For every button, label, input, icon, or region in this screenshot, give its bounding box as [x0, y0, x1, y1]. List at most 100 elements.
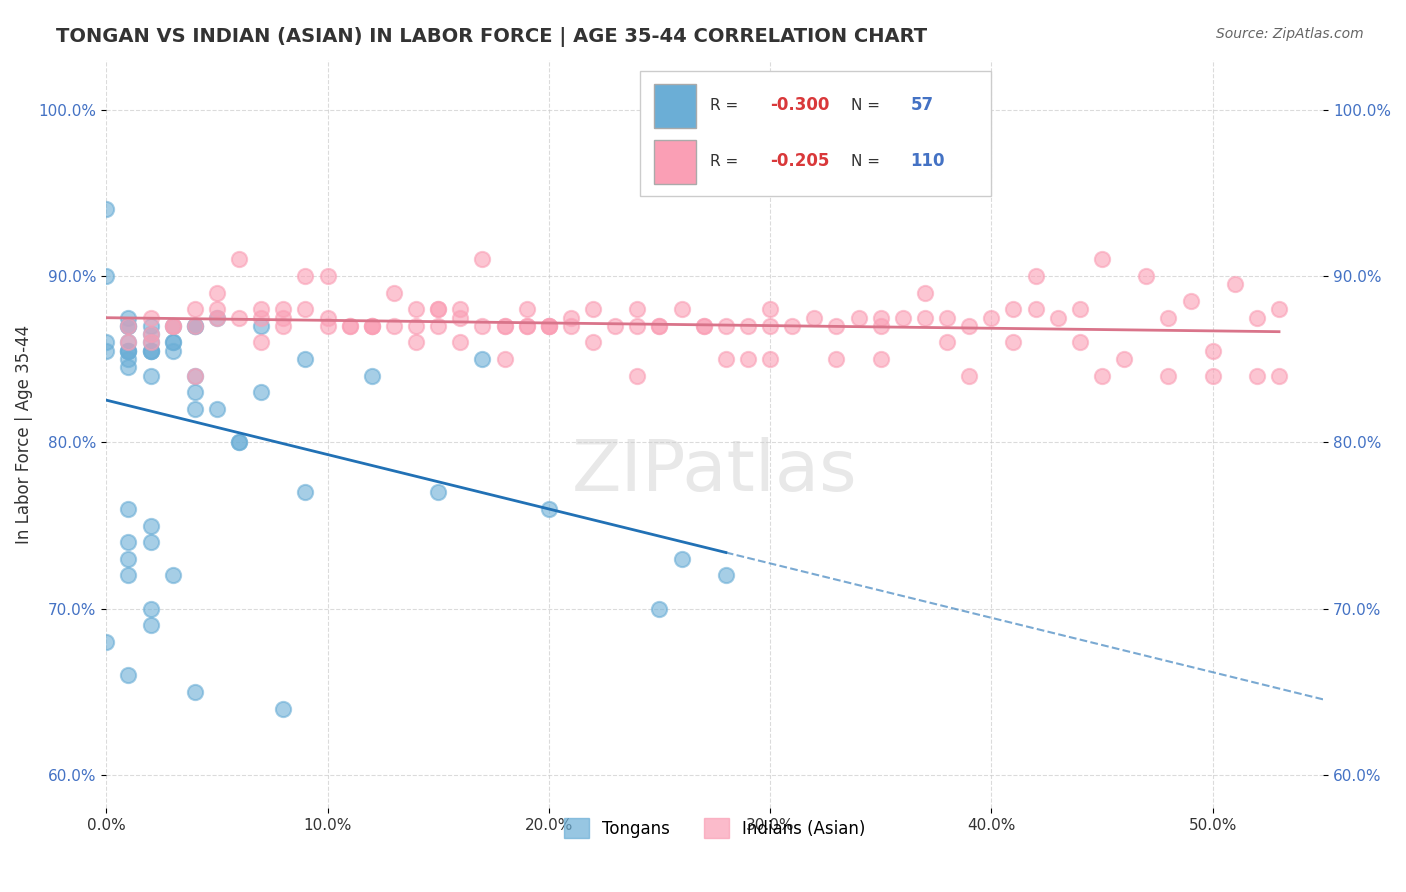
- Point: [825, 352, 848, 367]
- Point: [1025, 268, 1047, 283]
- Text: Source: ZipAtlas.com: Source: ZipAtlas.com: [1216, 27, 1364, 41]
- Point: [205, 302, 228, 317]
- Point: [316, 310, 339, 325]
- Point: [914, 285, 936, 300]
- Point: [162, 335, 184, 350]
- Text: -0.205: -0.205: [770, 153, 830, 170]
- Point: [139, 535, 162, 549]
- Point: [648, 318, 671, 333]
- Point: [96, 335, 118, 350]
- Point: [184, 368, 207, 383]
- Point: [117, 335, 139, 350]
- Point: [162, 318, 184, 333]
- Point: [1201, 343, 1223, 358]
- Point: [405, 302, 427, 317]
- Point: [494, 318, 516, 333]
- Point: [117, 360, 139, 375]
- Point: [714, 352, 737, 367]
- Point: [184, 685, 207, 699]
- Point: [117, 318, 139, 333]
- Point: [737, 318, 759, 333]
- Point: [184, 302, 207, 317]
- Point: [117, 343, 139, 358]
- Point: [316, 268, 339, 283]
- FancyBboxPatch shape: [640, 71, 991, 196]
- Point: [117, 551, 139, 566]
- Point: [117, 668, 139, 682]
- Point: [449, 335, 471, 350]
- Point: [471, 318, 494, 333]
- Point: [537, 318, 560, 333]
- Point: [271, 310, 294, 325]
- Point: [117, 535, 139, 549]
- Point: [560, 310, 582, 325]
- Point: [1069, 302, 1091, 317]
- Text: -0.300: -0.300: [770, 96, 830, 114]
- Point: [294, 302, 316, 317]
- Point: [162, 318, 184, 333]
- Point: [957, 318, 980, 333]
- Point: [1246, 368, 1268, 383]
- Point: [759, 352, 782, 367]
- Point: [250, 310, 273, 325]
- Point: [1180, 293, 1202, 308]
- Point: [382, 285, 405, 300]
- Point: [1201, 368, 1223, 383]
- Text: N =: N =: [851, 153, 884, 169]
- Point: [449, 310, 471, 325]
- Point: [139, 601, 162, 615]
- Point: [96, 268, 118, 283]
- Point: [139, 618, 162, 632]
- Point: [139, 327, 162, 342]
- Point: [957, 368, 980, 383]
- Point: [936, 310, 959, 325]
- Point: [162, 335, 184, 350]
- Point: [271, 302, 294, 317]
- Point: [693, 318, 716, 333]
- Point: [184, 402, 207, 417]
- Point: [780, 318, 803, 333]
- Point: [537, 318, 560, 333]
- Point: [271, 318, 294, 333]
- Point: [714, 318, 737, 333]
- Point: [1025, 302, 1047, 317]
- Text: R =: R =: [710, 97, 744, 112]
- Point: [803, 310, 825, 325]
- Point: [825, 318, 848, 333]
- Point: [360, 318, 382, 333]
- Point: [250, 318, 273, 333]
- Point: [184, 368, 207, 383]
- Point: [427, 318, 450, 333]
- Point: [648, 601, 671, 615]
- Text: ZIPatlas: ZIPatlas: [572, 437, 858, 506]
- Point: [582, 335, 605, 350]
- Point: [360, 318, 382, 333]
- Point: [869, 352, 891, 367]
- Point: [737, 352, 759, 367]
- Point: [250, 385, 273, 400]
- Point: [980, 310, 1002, 325]
- Point: [205, 310, 228, 325]
- Point: [205, 285, 228, 300]
- Point: [139, 343, 162, 358]
- FancyBboxPatch shape: [654, 140, 696, 184]
- Point: [316, 318, 339, 333]
- Text: 57: 57: [911, 96, 934, 114]
- Point: [1002, 302, 1025, 317]
- Point: [96, 343, 118, 358]
- Point: [714, 568, 737, 582]
- Point: [250, 335, 273, 350]
- Point: [891, 310, 914, 325]
- Text: R =: R =: [710, 153, 744, 169]
- Point: [117, 318, 139, 333]
- Point: [1114, 352, 1136, 367]
- Point: [1046, 310, 1069, 325]
- Point: [184, 318, 207, 333]
- Point: [294, 352, 316, 367]
- Point: [759, 302, 782, 317]
- Point: [1268, 302, 1291, 317]
- Point: [582, 302, 605, 317]
- Point: [117, 352, 139, 367]
- Point: [626, 302, 648, 317]
- Point: [139, 335, 162, 350]
